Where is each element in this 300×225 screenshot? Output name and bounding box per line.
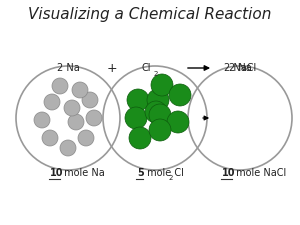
Circle shape [149, 104, 171, 126]
Text: 10: 10 [222, 168, 236, 178]
Circle shape [149, 119, 171, 141]
Circle shape [129, 127, 151, 149]
Circle shape [72, 82, 88, 98]
Circle shape [145, 101, 167, 123]
Circle shape [167, 111, 189, 133]
Text: mole NaCl: mole NaCl [233, 168, 286, 178]
Text: +: + [107, 61, 117, 74]
Circle shape [64, 100, 80, 116]
Circle shape [86, 110, 102, 126]
Circle shape [78, 130, 94, 146]
Text: 2: 2 [154, 71, 158, 77]
Text: 2 Na: 2 Na [229, 63, 251, 73]
Circle shape [151, 74, 173, 96]
Circle shape [44, 94, 60, 110]
Circle shape [52, 78, 68, 94]
Text: 10: 10 [50, 168, 64, 178]
Text: 2: 2 [169, 175, 173, 181]
Text: 5: 5 [137, 168, 144, 178]
Circle shape [42, 130, 58, 146]
Circle shape [125, 107, 147, 129]
Text: 2 Na: 2 Na [57, 63, 80, 73]
Text: Visualizing a Chemical Reaction: Visualizing a Chemical Reaction [28, 7, 272, 22]
Circle shape [82, 92, 98, 108]
Circle shape [127, 89, 149, 111]
Text: Cl: Cl [142, 63, 151, 73]
Circle shape [60, 140, 76, 156]
Text: mole Na: mole Na [61, 168, 105, 178]
Circle shape [147, 89, 169, 111]
Circle shape [68, 114, 84, 130]
Circle shape [169, 84, 191, 106]
Text: 2 NaCl: 2 NaCl [224, 63, 256, 73]
Text: mole Cl: mole Cl [144, 168, 184, 178]
Circle shape [34, 112, 50, 128]
